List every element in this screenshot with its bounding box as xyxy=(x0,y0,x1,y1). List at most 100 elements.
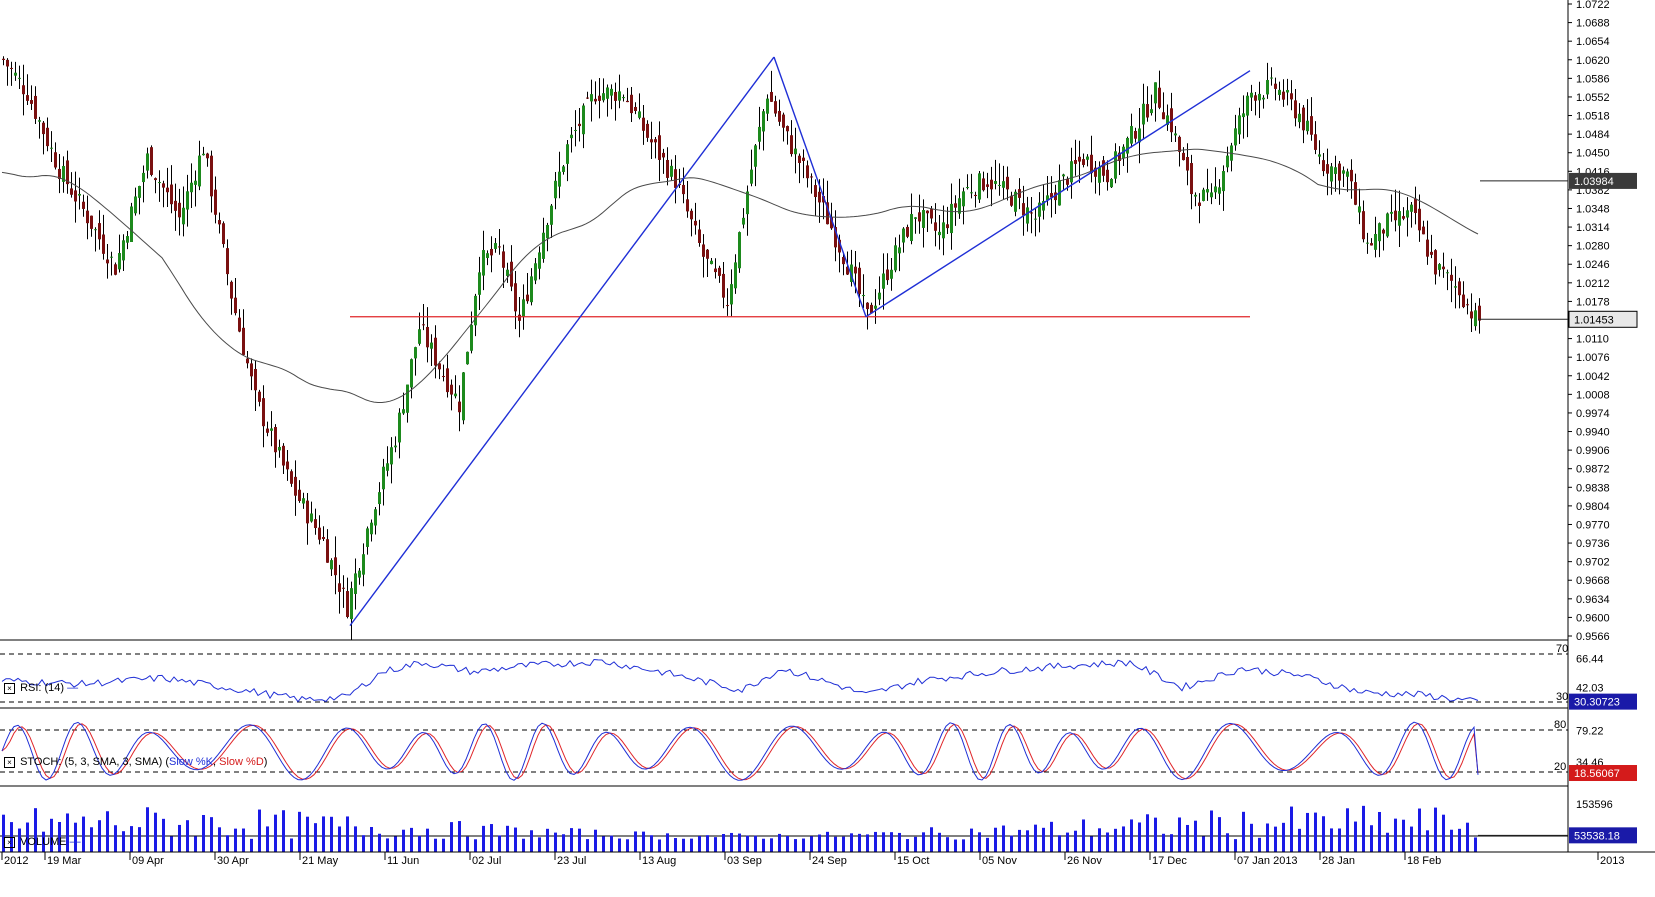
candle-body[interactable] xyxy=(1322,160,1325,172)
volume-bar[interactable] xyxy=(1266,823,1269,852)
candle-body[interactable] xyxy=(442,376,445,378)
candle-body[interactable] xyxy=(1258,93,1261,101)
candle-body[interactable] xyxy=(338,583,341,592)
volume-bar[interactable] xyxy=(642,831,645,852)
volume-bar[interactable] xyxy=(1098,828,1101,852)
candle-body[interactable] xyxy=(282,445,285,466)
volume-bar[interactable] xyxy=(1194,820,1197,852)
candle-body[interactable] xyxy=(466,351,469,365)
candle-body[interactable] xyxy=(590,94,593,102)
candle-body[interactable] xyxy=(210,155,213,197)
candle-body[interactable] xyxy=(398,412,401,443)
volume-bar[interactable] xyxy=(186,820,189,852)
candle-body[interactable] xyxy=(162,183,165,188)
candle-body[interactable] xyxy=(1462,294,1465,308)
candle-body[interactable] xyxy=(1406,210,1409,218)
candle-body[interactable] xyxy=(250,363,253,377)
volume-bar[interactable] xyxy=(1226,833,1229,852)
volume-bar[interactable] xyxy=(418,835,421,852)
candle-body[interactable] xyxy=(886,269,889,281)
volume-bar[interactable] xyxy=(1402,819,1405,852)
candle-body[interactable] xyxy=(1082,159,1085,165)
candle-body[interactable] xyxy=(810,176,813,178)
candle-body[interactable] xyxy=(834,227,837,248)
candle-body[interactable] xyxy=(390,447,393,465)
volume-bar[interactable] xyxy=(162,818,165,852)
candle-body[interactable] xyxy=(1350,169,1353,182)
candle-body[interactable] xyxy=(274,427,277,453)
candle-body[interactable] xyxy=(1066,179,1069,185)
candle-body[interactable] xyxy=(230,281,233,299)
candle-body[interactable] xyxy=(938,231,941,236)
candle-body[interactable] xyxy=(1402,216,1405,219)
trendline-2[interactable] xyxy=(773,56,867,317)
candle-body[interactable] xyxy=(1130,126,1133,144)
volume-bar[interactable] xyxy=(706,835,709,852)
volume-bar[interactable] xyxy=(954,839,957,852)
candle-body[interactable] xyxy=(422,324,425,326)
volume-bar[interactable] xyxy=(1346,808,1349,852)
volume-bar[interactable] xyxy=(34,808,37,852)
candle-body[interactable] xyxy=(682,184,685,195)
candle-body[interactable] xyxy=(550,205,553,225)
candle-body[interactable] xyxy=(362,554,365,575)
volume-bar[interactable] xyxy=(226,835,229,852)
candle-body[interactable] xyxy=(194,180,197,185)
candle-body[interactable] xyxy=(74,190,77,202)
candle-body[interactable] xyxy=(6,59,9,67)
volume-bar[interactable] xyxy=(90,827,93,852)
candle-body[interactable] xyxy=(990,179,993,190)
candle-body[interactable] xyxy=(458,401,461,413)
candle-body[interactable] xyxy=(790,135,793,155)
candle-body[interactable] xyxy=(698,229,701,243)
volume-bar[interactable] xyxy=(362,835,365,852)
candle-body[interactable] xyxy=(446,368,449,393)
volume-bar[interactable] xyxy=(1114,828,1117,852)
volume-bar[interactable] xyxy=(394,836,397,852)
volume-bar[interactable] xyxy=(890,832,893,852)
volume-bar[interactable] xyxy=(314,823,317,852)
volume-bar[interactable] xyxy=(946,837,949,852)
volume-bar[interactable] xyxy=(218,827,221,852)
volume-bar[interactable] xyxy=(402,829,405,852)
volume-bar[interactable] xyxy=(1018,829,1021,852)
volume-bar[interactable] xyxy=(962,839,965,852)
candle-body[interactable] xyxy=(994,181,997,184)
volume-bar[interactable] xyxy=(506,825,509,852)
candle-body[interactable] xyxy=(170,184,173,205)
candle-body[interactable] xyxy=(358,570,361,578)
volume-bar[interactable] xyxy=(1282,822,1285,852)
candle-body[interactable] xyxy=(1114,151,1117,179)
candle-body[interactable] xyxy=(1078,156,1081,162)
candle-body[interactable] xyxy=(578,123,581,127)
candle-body[interactable] xyxy=(1022,203,1025,216)
volume-bar[interactable] xyxy=(714,837,717,852)
candle-body[interactable] xyxy=(874,305,877,309)
volume-bar[interactable] xyxy=(330,816,333,852)
candle-body[interactable] xyxy=(326,539,329,563)
candle-body[interactable] xyxy=(34,95,37,119)
candle-body[interactable] xyxy=(18,77,21,79)
volume-bar[interactable] xyxy=(738,833,741,852)
candle-body[interactable] xyxy=(174,200,177,211)
candle-body[interactable] xyxy=(1166,115,1169,125)
candle-body[interactable] xyxy=(646,123,649,138)
candle-body[interactable] xyxy=(30,100,33,104)
volume-bar[interactable] xyxy=(626,839,629,852)
candle-body[interactable] xyxy=(1098,167,1101,183)
volume-bar[interactable] xyxy=(1322,816,1325,852)
candle-body[interactable] xyxy=(346,591,349,617)
volume-bar[interactable] xyxy=(1298,828,1301,852)
candle-body[interactable] xyxy=(46,127,49,147)
candle-body[interactable] xyxy=(986,184,989,187)
volume-bar[interactable] xyxy=(1386,832,1389,852)
candle-body[interactable] xyxy=(530,276,533,303)
candle-body[interactable] xyxy=(322,537,325,539)
candle-body[interactable] xyxy=(1018,189,1021,198)
volume-bar[interactable] xyxy=(538,837,541,852)
volume-bar[interactable] xyxy=(666,833,669,852)
candle-body[interactable] xyxy=(962,191,965,207)
volume-bar[interactable] xyxy=(434,838,437,852)
candle-body[interactable] xyxy=(1190,163,1193,195)
volume-bar[interactable] xyxy=(554,832,557,852)
